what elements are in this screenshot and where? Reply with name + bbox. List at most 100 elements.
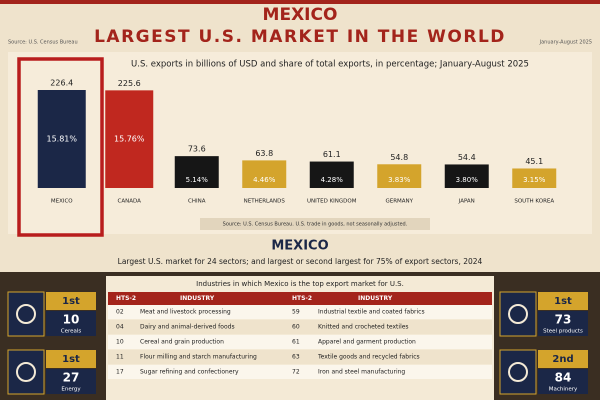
share-label: 3.80% — [456, 176, 479, 184]
header-subtitle: LARGEST U.S. MARKET IN THE WORLD — [94, 27, 506, 47]
table: HTS-2 INDUSTRY HTS-2 INDUSTRY 02 Meat and liv… — [108, 295, 492, 379]
x-tick-label: MEXICO — [51, 199, 73, 205]
badge-icon — [508, 362, 528, 382]
badge-icon-bg — [499, 291, 537, 337]
table-header-bg — [108, 292, 492, 305]
table-cell: 10 — [116, 339, 124, 346]
table-cell: 11 — [116, 354, 124, 361]
table-cell: Knitted and crocheted textiles — [318, 324, 409, 331]
badge-code-bg — [46, 311, 96, 336]
share-label: 3.15% — [523, 176, 546, 184]
value-label: 225.6 — [118, 79, 141, 88]
badge-label: Cereals — [61, 329, 82, 335]
badge-icon-bg — [7, 291, 45, 337]
bar — [512, 168, 557, 188]
badge-code-bg — [538, 369, 588, 394]
x-tick-label: JAPAN — [458, 199, 475, 205]
badge-rank-bg — [538, 292, 588, 310]
x-tick-label: UNITED KINGDOM — [307, 199, 357, 205]
share-label: 3.83% — [388, 176, 411, 184]
table-header: HTS-2 — [292, 295, 312, 302]
table-row-bg — [108, 365, 492, 379]
note-box — [200, 218, 430, 230]
table-row-bg — [108, 305, 492, 319]
badge-rank: 2nd — [552, 354, 573, 365]
value-label: 61.1 — [323, 150, 341, 159]
table-cell: Textile goods and recycled fabrics — [317, 354, 420, 361]
badge-icon-bg — [7, 349, 45, 395]
highlight-box — [17, 57, 104, 237]
table-cell: 17 — [116, 369, 124, 376]
bar — [174, 156, 219, 188]
badge-code-bg — [538, 311, 588, 336]
bar — [377, 164, 422, 188]
share-label: 15.81% — [46, 135, 77, 144]
x-tick-label: CANADA — [118, 199, 142, 205]
table-cell: 02 — [116, 309, 124, 316]
table-cell: Apparel and garment production — [318, 339, 416, 346]
section-subtitle: Largest U.S. market for 24 sectors; and … — [118, 257, 483, 266]
badge-code: 84 — [555, 371, 572, 385]
table-row-bg — [108, 335, 492, 349]
value-label: 45.1 — [525, 157, 543, 166]
x-tick-label: NETHERLANDS — [244, 199, 286, 205]
badge-icon — [16, 362, 36, 382]
badge-label: Steel products — [543, 329, 583, 335]
table-cell: 72 — [292, 369, 300, 376]
table-cell: Industrial textile and coated fabrics — [318, 309, 425, 316]
badge-label: Energy — [61, 387, 81, 393]
value-label: 63.8 — [255, 149, 273, 158]
header-title: MEXICO — [263, 5, 338, 25]
badges: 1st 10 Cereals 1st 27 Energy 1st 73 Steel produc… — [7, 291, 588, 395]
badge-icon — [16, 304, 36, 324]
value-label: 54.8 — [390, 153, 408, 162]
table-cell: 59 — [292, 309, 300, 316]
bar — [37, 90, 86, 188]
badge-code: 73 — [555, 313, 572, 327]
badge-rank: 1st — [62, 354, 80, 365]
badge-icon-bg — [499, 349, 537, 395]
table-row-bg — [108, 350, 492, 364]
table-header: INDUSTRY — [358, 295, 393, 302]
top-band — [0, 0, 600, 4]
badge-rank-bg — [46, 350, 96, 368]
table-row-bg — [108, 320, 492, 334]
badge-code: 10 — [63, 313, 80, 327]
section-title: MEXICO — [271, 239, 328, 254]
value-label: 54.4 — [458, 153, 476, 162]
badge-rank-bg — [538, 350, 588, 368]
table-cell: Cereal and grain production — [140, 339, 224, 346]
badge-rank-bg — [46, 292, 96, 310]
table-cell: Dairy and animal-derived foods — [140, 324, 235, 331]
table-header: HTS-2 — [116, 295, 136, 302]
share-label: 5.14% — [186, 176, 209, 184]
bar — [242, 160, 287, 188]
x-tick-label: CHINA — [188, 199, 206, 205]
share-label: 4.28% — [321, 176, 344, 184]
table-cell: 63 — [292, 354, 300, 361]
badge-icon — [508, 304, 528, 324]
table-cell: Sugar refining and confectionery — [140, 369, 239, 376]
chart-panel — [8, 52, 592, 234]
x-tick-label: SOUTH KOREA — [514, 199, 554, 205]
table-cell: 60 — [292, 324, 300, 331]
table-title: Industries in which Mexico is the top ex… — [196, 280, 404, 288]
header-source: Source: U.S. Census Bureau — [8, 40, 78, 46]
badge-code-bg — [46, 369, 96, 394]
value-label: 226.4 — [50, 79, 73, 88]
table-header: INDUSTRY — [180, 295, 215, 302]
table-cell: 04 — [116, 324, 124, 331]
table-cell: Flour milling and starch manufacturing — [140, 354, 257, 361]
value-label: 73.6 — [188, 145, 206, 154]
badge-code: 27 — [63, 371, 80, 385]
chart-title: U.S. exports in billions of USD and shar… — [131, 60, 529, 70]
header-period: January-August 2025 — [539, 40, 592, 46]
badge-label: Machinery — [549, 387, 578, 393]
bar — [105, 90, 154, 188]
table-cell: Meat and livestock processing — [140, 309, 231, 316]
badge-rank: 1st — [62, 296, 80, 307]
bars: 226.4 15.81% MEXICO 225.6 15.76% CANADA 73.6 5.… — [37, 79, 557, 205]
share-label: 15.76% — [114, 135, 145, 144]
table-cell: Iron and steel manufacturing — [318, 369, 405, 376]
